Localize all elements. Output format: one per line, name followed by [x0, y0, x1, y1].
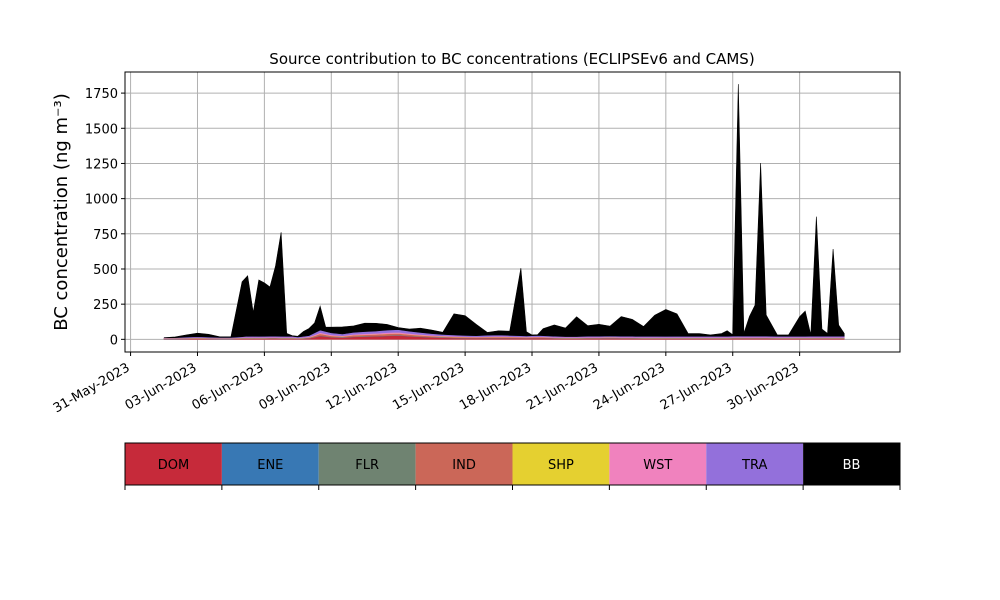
- legend-swatch-wst: [609, 443, 707, 485]
- plot-frame: [124, 71, 901, 353]
- y-tick-label: 250: [93, 298, 118, 313]
- x-tick-label: 21-Jun-2023: [524, 360, 601, 413]
- x-tick-label: 30-Jun-2023: [725, 360, 802, 413]
- legend-swatch-ene: [221, 443, 319, 485]
- y-axis-label: BC concentration (ng m⁻³): [51, 93, 72, 331]
- legend-swatch-tra: [706, 443, 804, 485]
- legend-label-ind: IND: [452, 458, 476, 473]
- legend-swatch-shp: [512, 443, 610, 485]
- legend-label-wst: WST: [643, 458, 672, 473]
- legend-label-bb: BB: [843, 458, 861, 473]
- legend-swatch-flr: [318, 443, 416, 485]
- x-tick-label: 15-Jun-2023: [390, 360, 467, 413]
- x-tick-label: 12-Jun-2023: [323, 360, 400, 413]
- y-tick-label: 1250: [85, 157, 118, 172]
- gridlines: [125, 72, 900, 352]
- legend-swatch-dom: [125, 443, 222, 485]
- y-tick-label: 1500: [85, 122, 118, 137]
- y-tick-label: 500: [93, 263, 118, 278]
- x-tick-label: 31-May-2023: [51, 360, 133, 416]
- legend-swatch-bb: [803, 443, 900, 485]
- legend-label-dom: DOM: [158, 458, 189, 473]
- legend-swatch-ind: [415, 443, 513, 485]
- x-tick-label: 24-Jun-2023: [591, 360, 668, 413]
- y-axis: 0 250 500 750 1000 1250 1500 1750: [85, 87, 125, 348]
- legend: DOM ENE FLR IND SHP WST TRA BB: [124, 442, 901, 490]
- y-tick-label: 0: [110, 333, 118, 348]
- y-tick-label: 1000: [85, 193, 118, 208]
- x-tick-label: 06-Jun-2023: [190, 360, 267, 413]
- x-tick-label: 03-Jun-2023: [123, 360, 200, 413]
- x-tick-label: 18-Jun-2023: [457, 360, 534, 413]
- y-tick-label: 1750: [85, 87, 118, 102]
- x-tick-label: 09-Jun-2023: [256, 360, 333, 413]
- legend-label-shp: SHP: [548, 458, 574, 473]
- legend-label-ene: ENE: [257, 458, 283, 473]
- y-tick-label: 750: [93, 228, 118, 243]
- chart-title: Source contribution to BC concentrations…: [269, 50, 754, 68]
- legend-label-flr: FLR: [355, 458, 379, 473]
- stacked-areas: [163, 84, 845, 340]
- x-tick-label: 27-Jun-2023: [658, 360, 735, 413]
- legend-label-tra: TRA: [741, 458, 767, 473]
- series-area-bb: [164, 84, 845, 338]
- x-axis: 31-May-202303-Jun-202306-Jun-202309-Jun-…: [51, 352, 802, 416]
